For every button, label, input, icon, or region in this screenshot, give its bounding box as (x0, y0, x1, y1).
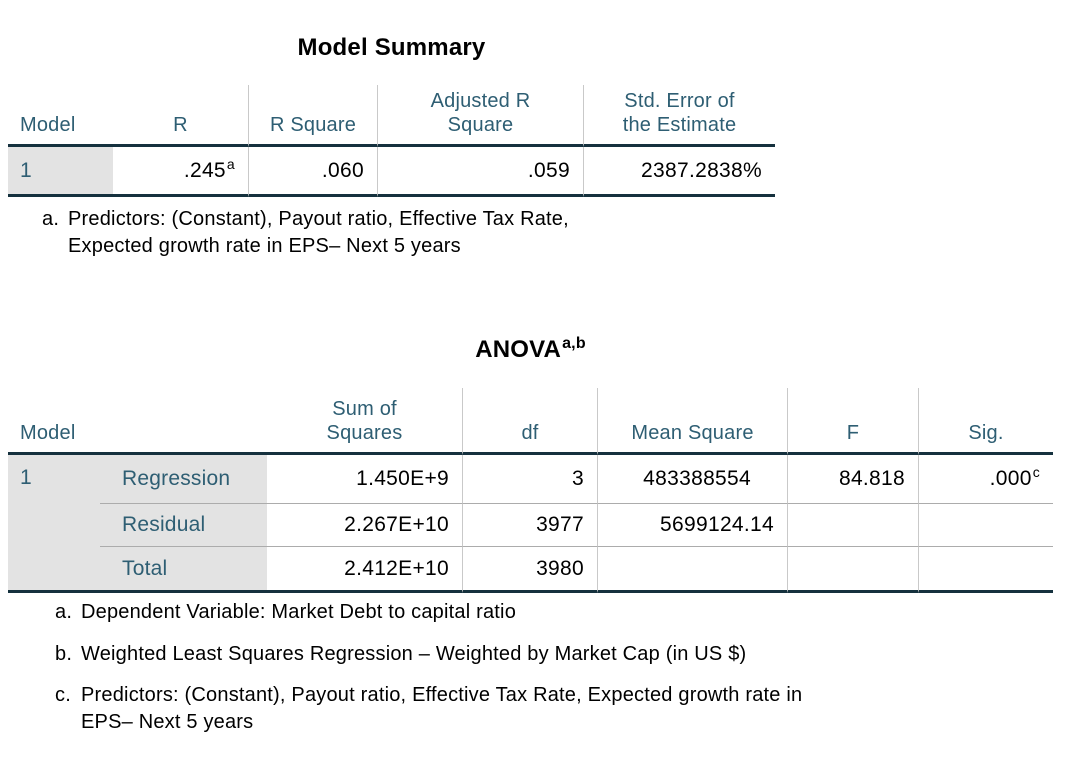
anova-row-label-total: Total (100, 546, 267, 593)
ms-r-value: .245 (183, 158, 226, 182)
ms-header-adj-line1: Adjusted R (430, 90, 531, 112)
anova-total-df: 3980 (462, 546, 597, 593)
model-summary-title: Model Summary (297, 34, 486, 61)
ms-header-model: Model (8, 85, 113, 147)
ms-cell-adjusted-r-square: .059 (377, 147, 583, 197)
ms-r-footnote-ref: a (226, 155, 235, 172)
anova-header-df: df (462, 388, 597, 455)
anova-regression-mean-square: 483388554 (597, 455, 787, 503)
anova-header-sig-label: Sig. (968, 422, 1004, 444)
ms-cell-r-square: .060 (248, 147, 377, 197)
footnote-line: Weighted Least Squares Regression – Weig… (81, 643, 747, 665)
anova-regression-f: 84.818 (787, 455, 918, 503)
anova-header-model-label: Model (20, 422, 76, 444)
anova-title-text: ANOVA (475, 336, 562, 363)
anova-footnote-a: a. Dependent Variable: Market Debt to ca… (55, 599, 516, 626)
footnote-marker: b. (55, 643, 73, 665)
ms-cell-std-error: 2387.2838% (583, 147, 775, 197)
footnote-line: EPS– Next 5 years (81, 711, 254, 733)
model-summary-footnote-a: a. Predictors: (Constant), Payout ratio,… (42, 206, 569, 260)
anova-header-model: Model (8, 388, 100, 455)
footnote-line: Predictors: (Constant), Payout ratio, Ef… (81, 684, 803, 706)
anova-regression-sig-value: .000 (989, 467, 1032, 490)
footnote-text: Dependent Variable: Market Debt to capit… (81, 599, 516, 626)
anova-cell-model-number: 1 (8, 455, 100, 593)
anova-residual-sum-of-squares: 2.267E+10 (267, 503, 462, 546)
anova-total-sum-of-squares: 2.412E+10 (267, 546, 462, 593)
anova-header-sumsq-line2: Squares (326, 422, 403, 444)
anova-header-df-label: df (521, 422, 539, 444)
anova-regression-sig: .000 c (918, 455, 1053, 503)
ms-header-r: R (113, 85, 248, 147)
ms-header-adjusted-r-square: Adjusted R Square (377, 85, 583, 147)
anova-total-mean-square (597, 546, 787, 593)
anova-regression-df: 3 (462, 455, 597, 503)
footnote-line: Expected growth rate in EPS– Next 5 year… (68, 235, 461, 257)
anova-header-f-label: F (846, 422, 860, 444)
anova-header-sig: Sig. (918, 388, 1053, 455)
ms-header-model-label: Model (20, 114, 76, 136)
anova-table: Model Sum of Squares df Mean Square F Si… (8, 388, 1053, 593)
anova-header-mean-square-label: Mean Square (631, 422, 754, 444)
anova-title: ANOVAa,b (8, 335, 1053, 364)
ms-header-r-square-label: R Square (269, 114, 357, 136)
footnote-text: Predictors: (Constant), Payout ratio, Ef… (68, 206, 569, 260)
anova-residual-f (787, 503, 918, 546)
ms-header-adj-line2: Square (447, 114, 514, 136)
anova-total-f (787, 546, 918, 593)
anova-residual-mean-square: 5699124.14 (597, 503, 787, 546)
anova-regression-sum-of-squares: 1.450E+9 (356, 467, 449, 490)
footnote-marker: c. (55, 684, 71, 706)
anova-residual-df: 3977 (462, 503, 597, 546)
ms-cell-model-number: 1 (8, 147, 113, 197)
anova-footnote-c: c. Predictors: (Constant), Payout ratio,… (55, 682, 802, 736)
anova-header-sum-of-squares: Sum of Squares (267, 388, 462, 455)
anova-header-sumsq-line1: Sum of (332, 398, 397, 420)
anova-header-spacer (100, 388, 267, 455)
ms-header-stderr-line2: the Estimate (622, 114, 737, 136)
ms-header-stderr-line1: Std. Error of (624, 90, 735, 112)
footnote-marker: a. (42, 208, 60, 230)
footnote-line: Dependent Variable: Market Debt to capit… (81, 601, 517, 623)
anova-row-label-regression: Regression (100, 455, 267, 503)
ms-header-r-label: R (173, 114, 188, 136)
footnote-marker: a. (55, 601, 73, 623)
anova-footnote-b: b. Weighted Least Squares Regression – W… (55, 641, 746, 668)
footnote-text: Weighted Least Squares Regression – Weig… (81, 641, 746, 668)
footnote-line: Predictors: (Constant), Payout ratio, Ef… (68, 208, 569, 230)
anova-header-mean-square: Mean Square (597, 388, 787, 455)
ms-cell-r: .245 a (113, 147, 248, 197)
anova-header-f: F (787, 388, 918, 455)
anova-row-label-residual: Residual (100, 503, 267, 546)
ms-header-std-error: Std. Error of the Estimate (583, 85, 775, 147)
ms-header-r-square: R Square (248, 85, 377, 147)
anova-total-sig (918, 546, 1053, 593)
anova-regression-sig-footnote-ref: c (1032, 464, 1040, 480)
model-summary-table: Model R R Square Adjusted R Square Std. … (8, 85, 775, 197)
anova-residual-sig (918, 503, 1053, 546)
footnote-text: Predictors: (Constant), Payout ratio, Ef… (81, 682, 802, 736)
anova-title-footnote-refs: a,b (562, 335, 586, 352)
